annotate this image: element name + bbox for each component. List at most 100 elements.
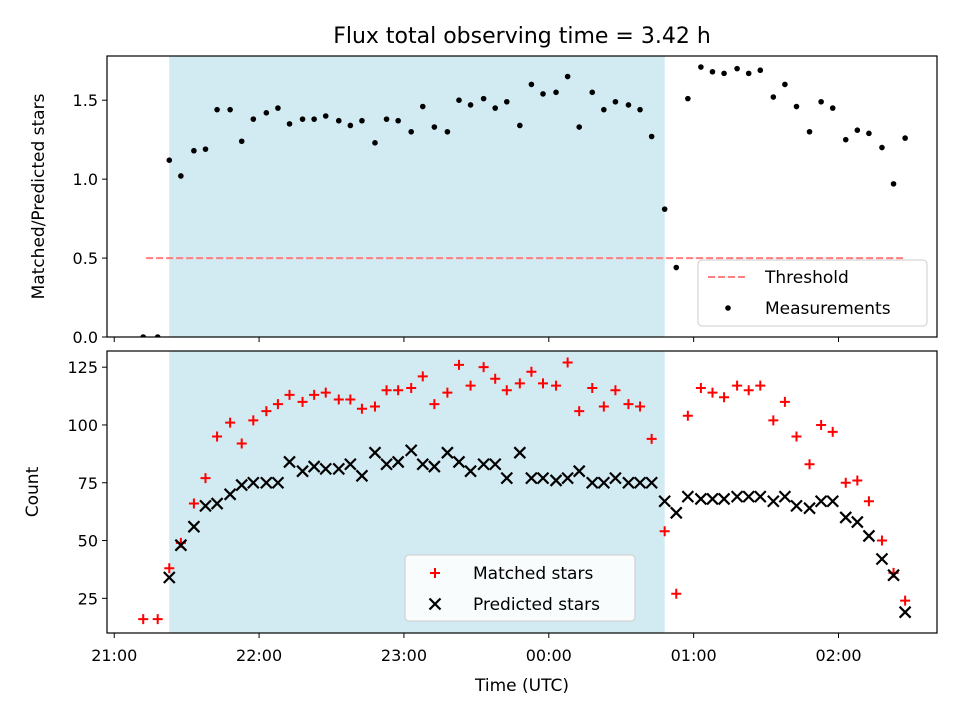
matched-star-point	[863, 496, 874, 507]
predicted-star-point	[681, 490, 695, 503]
y-tick-label: 75	[78, 474, 98, 493]
predicted-star-point	[803, 501, 816, 515]
measurement-point	[854, 127, 861, 133]
measurement-point	[637, 106, 643, 113]
y-axis-label: Count	[23, 466, 43, 517]
matched-star-point	[562, 357, 573, 368]
matched-star-point	[779, 396, 790, 407]
plot-area	[140, 64, 908, 337]
matched-star-point	[755, 380, 766, 391]
matched-star-point	[236, 438, 247, 449]
matched-star-point	[816, 419, 827, 430]
y-tick-label: 25	[78, 589, 98, 608]
predicted-star-point	[452, 455, 466, 469]
predicted-star-point	[561, 471, 574, 485]
measurement-point	[299, 116, 306, 122]
predicted-star-point	[163, 571, 176, 584]
axes-frame	[106, 55, 938, 338]
matched-star-point	[827, 426, 838, 437]
measurement-point	[431, 124, 438, 130]
legend-frame	[697, 259, 928, 327]
measurement-point	[866, 130, 872, 137]
predicted-star-point	[658, 494, 671, 508]
predicted-star-point	[645, 476, 658, 490]
measurement-point	[250, 116, 257, 122]
predicted-star-point	[464, 464, 477, 478]
matched-star-point	[356, 403, 367, 414]
predicted-star-point	[441, 446, 454, 459]
matched-star-point	[490, 373, 501, 384]
y-tick-label: 50	[78, 532, 98, 551]
measurement-point	[467, 102, 474, 108]
measurement-point	[335, 117, 342, 124]
matched-star-point	[791, 431, 802, 442]
predicted-star-point	[609, 471, 622, 485]
matched-star-point	[610, 385, 621, 396]
legend-matched-label: Matched stars	[473, 564, 593, 584]
matched-star-point	[406, 382, 417, 393]
measurement-point	[286, 121, 293, 127]
matched-star-point	[200, 473, 211, 484]
plot-area	[138, 357, 912, 625]
measurement-point	[456, 97, 462, 104]
predicted-star-point	[585, 476, 599, 490]
measurement-point	[564, 73, 571, 80]
observing-window-shade	[169, 56, 665, 337]
matched-star-point	[333, 394, 344, 405]
legend-measurement-swatch	[725, 305, 731, 311]
matched-star-point	[551, 380, 562, 391]
matched-star-point	[526, 366, 537, 377]
measurement-point	[419, 103, 426, 110]
measurement-point	[709, 68, 716, 75]
predicted-star-point	[597, 476, 611, 490]
measurement-point	[601, 106, 607, 113]
measurement-point	[395, 117, 401, 124]
measurement-point	[757, 67, 764, 74]
measurement-point	[263, 110, 270, 116]
matched-star-point	[623, 399, 634, 410]
legend-frame	[404, 554, 636, 622]
measurement-point	[770, 94, 777, 100]
measurement-point	[140, 334, 147, 337]
predicted-star-point	[319, 462, 333, 476]
x-tick-label: 21:00	[91, 646, 137, 665]
matched-star-point	[284, 389, 295, 400]
matched-star-point	[261, 406, 272, 417]
measurement-point	[178, 173, 184, 179]
x-tick-label: 00:00	[526, 646, 572, 665]
measurement-point	[444, 128, 451, 135]
matched-star-point	[188, 498, 199, 509]
measurement-point	[661, 206, 668, 212]
predicted-star-point	[235, 478, 248, 492]
predicted-star-point	[428, 460, 441, 473]
predicted-star-point	[778, 490, 792, 503]
y-tick-label: 1.5	[73, 91, 98, 110]
series-predicted-stars	[163, 444, 912, 619]
measurement-point	[238, 138, 245, 145]
predicted-star-point	[851, 515, 864, 529]
matched-star-point	[900, 595, 911, 606]
matched-star-point	[345, 394, 356, 405]
predicted-star-point	[391, 455, 405, 469]
predicted-star-point	[826, 494, 839, 508]
measurement-point	[166, 157, 173, 163]
x-tick-label: 23:00	[381, 646, 427, 665]
matched-star-point	[465, 380, 476, 391]
measurement-point	[734, 65, 740, 72]
matched-star-point	[309, 389, 320, 400]
axes-frame	[106, 350, 938, 634]
matched-star-point	[248, 415, 259, 426]
predicted-star-point	[730, 490, 744, 503]
measurement-point	[517, 122, 523, 129]
predicted-star-point	[767, 494, 780, 508]
measurement-point	[528, 81, 535, 88]
y-tick-label: 0.0	[73, 328, 98, 347]
predicted-star-point	[742, 490, 755, 503]
measurement-point	[191, 147, 197, 154]
legend-predicted-swatch	[428, 597, 442, 611]
measurement-point	[275, 105, 281, 111]
measurement-point	[492, 105, 499, 111]
matched-star-point	[695, 382, 706, 393]
y-tick-label: 125	[67, 358, 98, 377]
x-axis-label: Time (UTC)	[474, 676, 569, 696]
